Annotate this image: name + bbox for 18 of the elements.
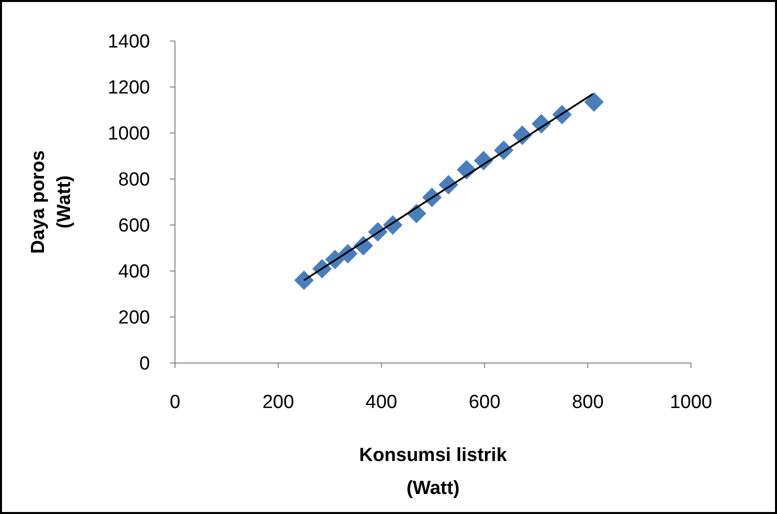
y-tick-label: 1200: [108, 78, 150, 99]
y-tick-label: 1400: [108, 32, 150, 53]
y-axis-title: Daya poros (Watt): [28, 150, 75, 254]
y-tick-label: 800: [118, 170, 150, 191]
point: [294, 270, 314, 290]
point: [584, 92, 604, 112]
y-tick-label: 200: [118, 308, 150, 329]
y-tick-label: 400: [118, 262, 150, 283]
x-tick-label: 600: [468, 392, 500, 413]
x-tick-label: 800: [572, 392, 604, 413]
x-tick-label: 200: [262, 392, 294, 413]
x-axis-title: Konsumsi listrik (Watt): [359, 445, 508, 499]
x-tick-label: 1000: [670, 392, 712, 413]
x-tick-label: 400: [366, 392, 398, 413]
y-tick-label: 1000: [108, 124, 150, 145]
y-tick-label: 600: [118, 216, 150, 237]
y-tick-label: 0: [139, 354, 150, 375]
x-tick-label: 0: [170, 392, 180, 413]
